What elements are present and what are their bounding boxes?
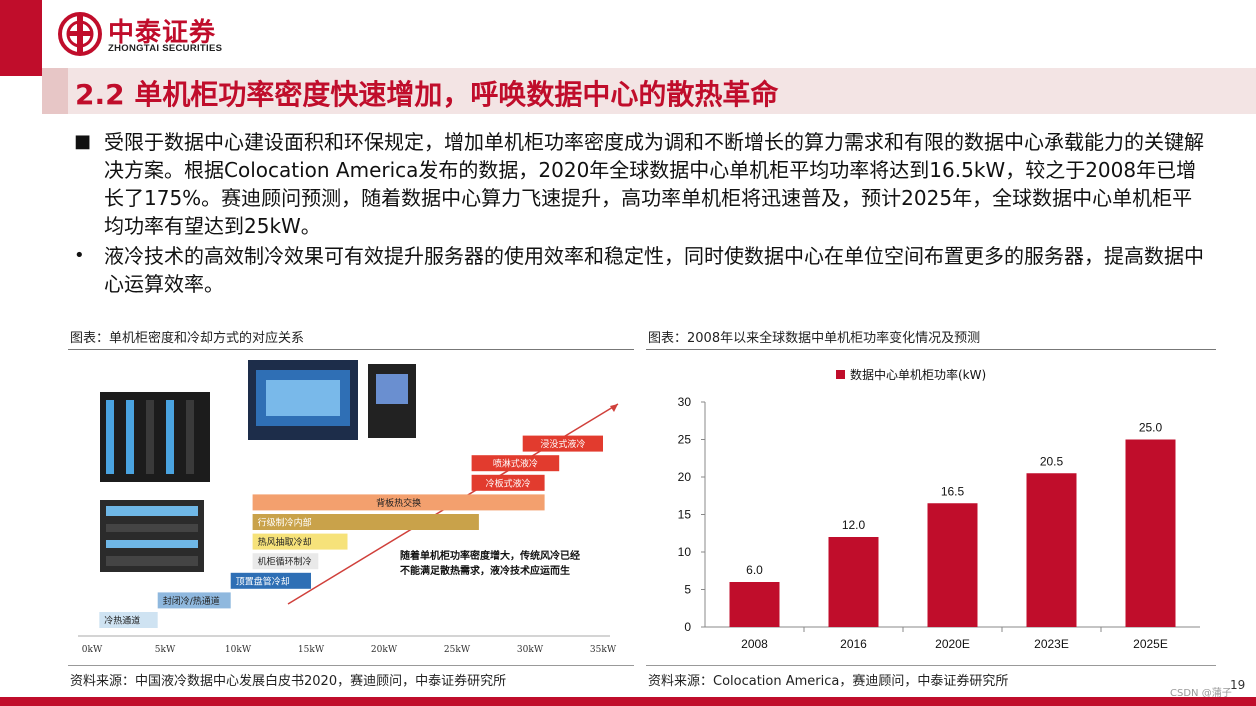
y-tick-label: 0 (684, 620, 691, 634)
cooling-step-label: 行级制冷内部 (258, 517, 312, 529)
x-tick-label: 2016 (840, 637, 867, 651)
bar-value-label: 20.5 (1040, 454, 1064, 468)
server-unit-photo (368, 364, 416, 438)
bar-value-label: 16.5 (941, 484, 965, 498)
company-name-en: ZHONGTAI SECURITIES (108, 43, 223, 54)
cooling-step-bar (99, 612, 158, 628)
right-source-rule (646, 665, 1216, 666)
bar (729, 582, 780, 627)
logo-mark-icon (58, 12, 102, 56)
cooling-step-label: 封闭冷/热通道 (163, 595, 220, 607)
left-source-rule (68, 665, 634, 666)
cooling-step-bar (252, 533, 348, 550)
rack-illustration-1 (100, 392, 210, 482)
cooling-step-label: 冷热通道 (104, 615, 140, 627)
cooling-step-label: 顶置盘管冷却 (236, 575, 290, 587)
cooling-step-label: 热风抽取冷却 (258, 536, 312, 548)
dot-bullet-icon: • (74, 245, 85, 266)
paragraph-1: ■ 受限于数据中心建设面积和环保规定，增加单机柜功率密度成为调和不断增长的算力需… (72, 128, 1212, 240)
page-title: 2.2 单机柜功率密度快速增加，呼唤数据中心的散热革命 (75, 78, 779, 111)
paragraph-2-text: 液冷技术的高效制冷效果可有效提升服务器的使用效率和稳定性，同时使数据中心在单位空… (104, 244, 1204, 296)
x-tick-label: 5kW (155, 645, 176, 655)
bar (1026, 473, 1077, 627)
cooling-density-canvas: 随着单机柜功率密度增大，传统风冷已经 不能满足散热需求，液冷技术应运而生 冷热通… (78, 360, 619, 655)
bar-chart-canvas: 数据中心单机柜功率(kW) 0 5 10 15 20 25 30 2008 2016 2020E 2… (678, 367, 1200, 651)
cooling-step-bar (157, 592, 231, 609)
cooling-step-bar (471, 474, 545, 491)
x-tick-label: 2008 (741, 637, 768, 651)
bar (1125, 439, 1176, 627)
x-tick-label: 20kW (371, 645, 398, 655)
right-caption-rule (646, 349, 1216, 350)
paragraph-1-text: 受限于数据中心建设面积和环保规定，增加单机柜功率密度成为调和不断增长的算力需求和… (104, 130, 1204, 238)
cooling-step-bar (252, 553, 319, 570)
y-tick-label: 5 (684, 583, 691, 597)
cooling-step-label: 喷淋式液冷 (493, 458, 538, 470)
bar-value-label: 25.0 (1139, 421, 1163, 435)
growth-arrowhead-icon (610, 404, 618, 412)
bar-value-label: 6.0 (746, 563, 763, 577)
x-tick-label: 35kW (590, 645, 617, 655)
rack-illustration-2 (100, 500, 204, 572)
cooling-step-bar (252, 494, 545, 511)
x-tick-label: 2020E (935, 637, 970, 651)
x-tick-label: 2025E (1133, 637, 1168, 651)
square-bullet-icon: ■ (74, 131, 92, 152)
left-figure-caption: 图表：单机柜密度和冷却方式的对应关系 (70, 331, 305, 346)
annotation-line-1: 随着单机柜功率密度增大，传统风冷已经 (400, 549, 580, 562)
rack-power-bar-chart: 数据中心单机柜功率(kW) 0 5 10 15 20 25 30 2008 2016 2020E 2… (650, 352, 1216, 664)
cooling-step-label: 背板热交换 (376, 497, 421, 509)
paragraph-2: • 液冷技术的高效制冷效果可有效提升服务器的使用效率和稳定性，同时使数据中心在单… (72, 242, 1212, 298)
y-tick-label: 15 (678, 508, 692, 522)
title-accent (42, 68, 68, 114)
annotation-line-2: 不能满足散热需求，液冷技术应运而生 (400, 564, 570, 577)
y-tick-label: 30 (678, 395, 692, 409)
y-tick-label: 20 (678, 470, 692, 484)
title-bar (42, 68, 1256, 114)
legend-label: 数据中心单机柜功率(kW) (850, 367, 986, 382)
left-caption-rule (68, 349, 634, 350)
body-text: ■ 受限于数据中心建设面积和环保规定，增加单机柜功率密度成为调和不断增长的算力需… (72, 128, 1212, 300)
cooling-step-bar (522, 435, 603, 452)
company-name-cn: 中泰证券 (108, 18, 217, 48)
x-tick-label: 15kW (298, 645, 325, 655)
legend-swatch (836, 370, 845, 379)
x-tick-label: 2023E (1034, 637, 1069, 651)
bar (828, 537, 879, 627)
cooling-step-bar (471, 455, 560, 472)
x-tick-label: 30kW (517, 645, 544, 655)
cooling-step-bar (252, 514, 479, 530)
cooling-step-label: 冷板式液冷 (486, 477, 531, 489)
cooling-density-figure: 随着单机柜功率密度增大，传统风冷已经 不能满足散热需求，液冷技术应运而生 冷热通… (70, 352, 630, 662)
right-figure-caption: 图表：2008年以来全球数据中单机柜功率变化情况及预测 (648, 331, 981, 346)
x-tick-label: 0kW (82, 645, 103, 655)
y-tick-label: 25 (678, 433, 692, 447)
page-number: 19 (1230, 678, 1246, 692)
left-figure-source: 资料来源：中国液冷数据中心发展白皮书2020，赛迪顾问，中泰证券研究所 (70, 674, 507, 689)
footer-band (0, 697, 1256, 706)
watermark: CSDN @蒲子 (1170, 688, 1232, 699)
company-logo: 中泰证券 ZHONGTAI SECURITIES (58, 12, 238, 60)
liquid-cooling-photo (248, 360, 358, 440)
right-figure-source: 资料来源：Colocation America，赛迪顾问，中泰证券研究所 (648, 674, 1009, 689)
x-tick-label: 25kW (444, 645, 471, 655)
brand-stripe (0, 0, 42, 76)
bar-value-label: 12.0 (842, 518, 866, 532)
cooling-step-bar (230, 572, 311, 589)
y-tick-label: 10 (678, 545, 692, 559)
cooling-step-label: 浸没式液冷 (540, 438, 585, 450)
x-tick-label: 10kW (225, 645, 252, 655)
bar (927, 503, 978, 627)
cooling-step-label: 机柜循环制冷 (258, 556, 312, 568)
